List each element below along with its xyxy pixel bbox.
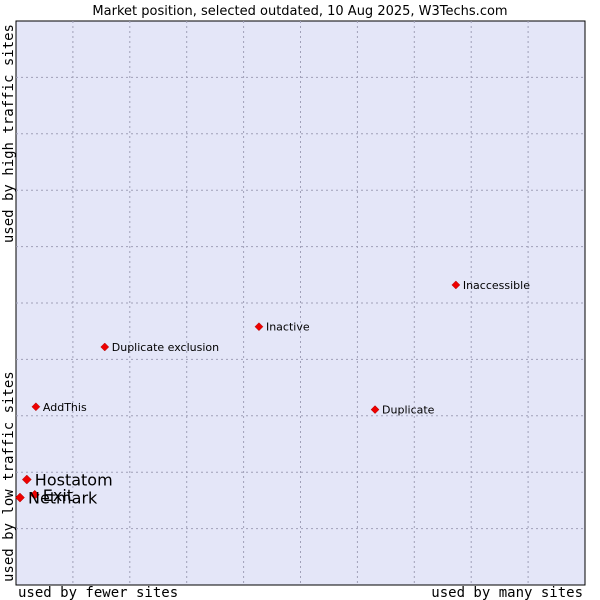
y-axis-label-top: used by high traffic sites — [1, 24, 17, 243]
data-point-marker — [29, 489, 40, 500]
x-axis-label-right: used by many sites — [431, 585, 583, 600]
data-point-marker — [21, 474, 32, 485]
data-point-marker — [254, 322, 264, 332]
data-point-marker — [15, 492, 25, 503]
data-points: Inaccessible Inactive Duplicate exclusion A… — [15, 279, 530, 508]
data-point-marker — [31, 402, 41, 412]
data-point-label: Inactive — [266, 321, 310, 334]
data-point-label: Hostatom — [35, 471, 113, 490]
data-point-marker — [100, 342, 110, 352]
y-axis-label-bottom: used by low traffic sites — [1, 371, 17, 582]
data-point-label: Exit — [43, 486, 73, 505]
data-point-marker — [370, 405, 380, 414]
data-point-label: Inaccessible — [463, 279, 530, 292]
data-point-label: Duplicate — [382, 404, 435, 417]
chart-title: Market position, selected outdated, 10 A… — [92, 4, 507, 19]
data-point-label: Duplicate exclusion — [112, 341, 219, 354]
grid-lines — [16, 21, 585, 585]
data-point-label: AddThis — [43, 401, 87, 414]
data-point-marker — [451, 280, 461, 290]
x-axis-label-left: used by fewer sites — [18, 585, 178, 600]
data-point-label: Netmark — [28, 489, 98, 508]
